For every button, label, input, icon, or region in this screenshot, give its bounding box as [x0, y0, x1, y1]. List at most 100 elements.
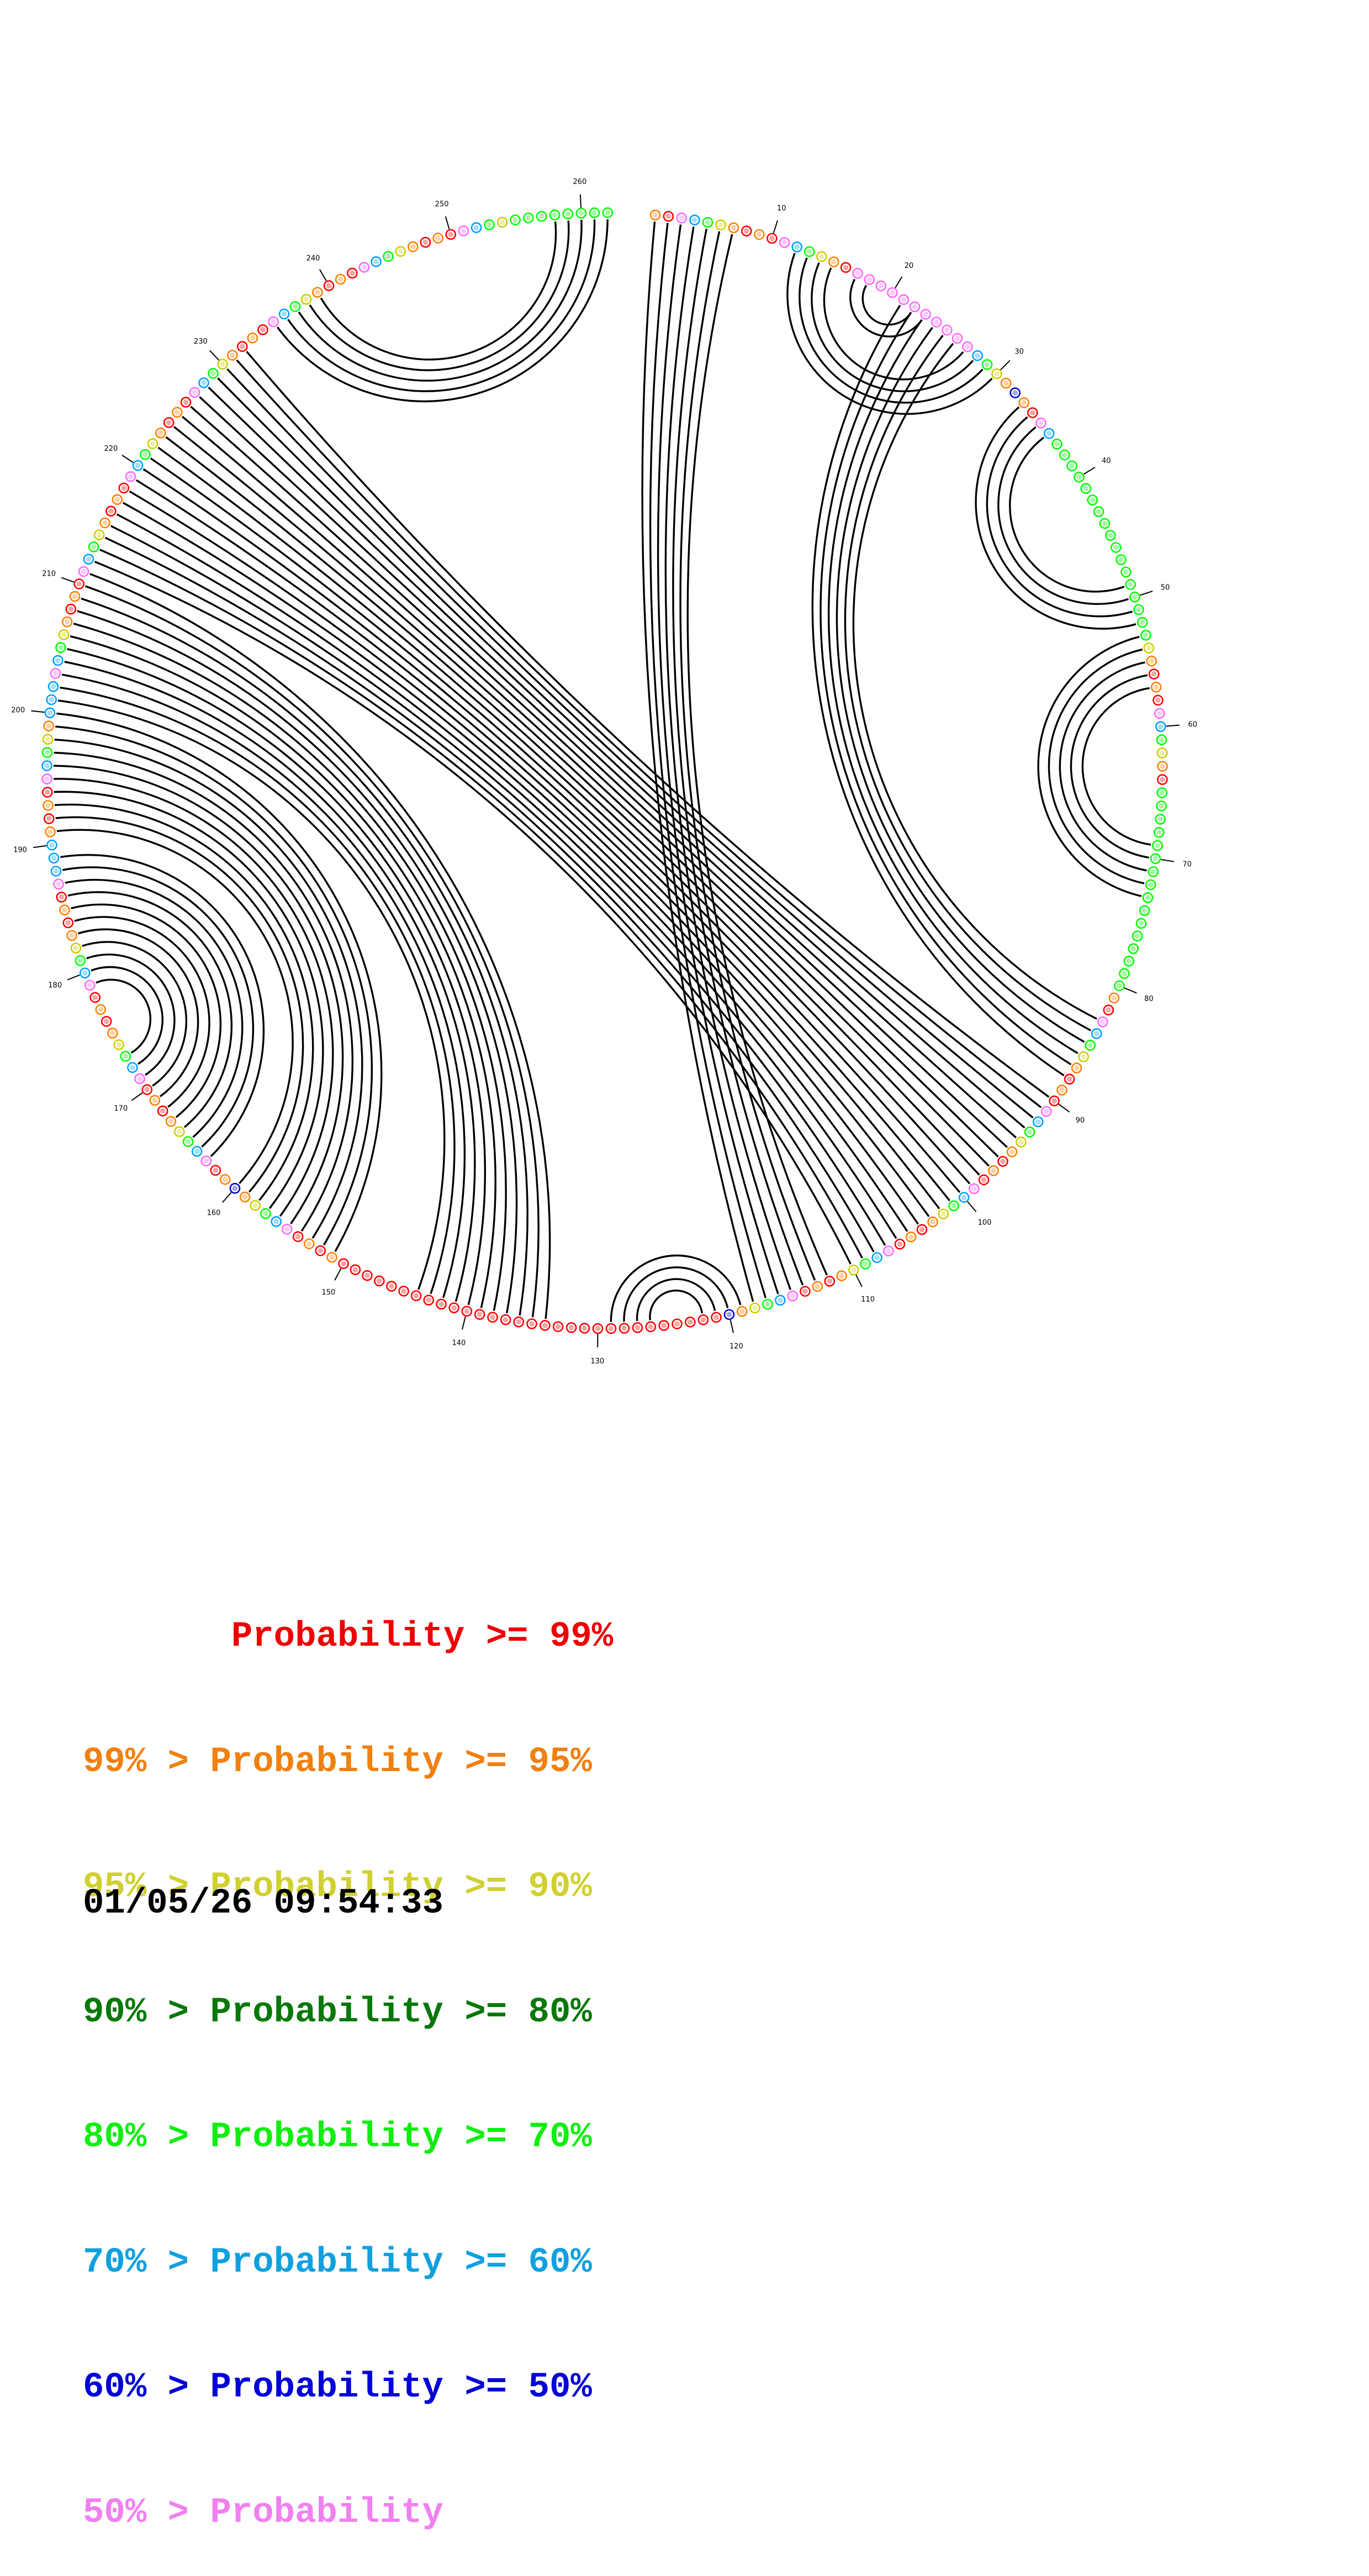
circular-structure-diagram: 1020304050607080901001101201301401501601…	[0, 0, 1369, 1381]
nucleotide-node-fill	[648, 1324, 653, 1330]
nucleotide-node-fill	[552, 212, 558, 218]
nucleotide-node-fill	[240, 344, 245, 349]
nucleotide-node-fill	[591, 210, 597, 215]
nucleotide-node-fill	[500, 219, 505, 225]
nucleotide-node-fill	[757, 232, 762, 238]
nucleotide-node-fill	[284, 1226, 290, 1232]
nucleotide-node-fill	[304, 297, 309, 302]
nucleotide-node-fill	[59, 894, 64, 900]
base-pair-arc	[658, 225, 778, 1294]
nucleotide-node-fill	[1136, 607, 1141, 613]
nucleotide-node-fill	[76, 581, 82, 587]
nucleotide-node-fill	[503, 1317, 509, 1323]
tick-mark	[856, 1275, 862, 1287]
nucleotide-node-fill	[65, 619, 70, 625]
probability-legend: Probability >= 99% 99% > Probability >= …	[83, 1533, 613, 2576]
nucleotide-node-fill	[731, 225, 736, 230]
nucleotide-node-fill	[46, 816, 52, 821]
nucleotide-node-fill	[166, 420, 172, 425]
tick-label: 230	[194, 338, 208, 346]
nucleotide-node-fill	[688, 1319, 693, 1325]
nucleotide-node-fill	[1149, 659, 1154, 664]
nucleotide-node-fill	[435, 235, 441, 241]
nucleotide-node-fill	[635, 1325, 640, 1330]
nucleotide-node-fill	[994, 371, 1000, 377]
nucleotide-node-fill	[82, 970, 88, 976]
tick-mark	[31, 711, 45, 713]
nucleotide-node-fill	[1160, 763, 1165, 769]
nucleotide-node-fill	[1128, 582, 1133, 587]
legend-row-95: 99% > Probability >= 95%	[83, 1742, 613, 1784]
nucleotide-node-fill	[955, 336, 960, 341]
tick-mark	[1001, 360, 1010, 370]
nucleotide-node-fill	[726, 1312, 732, 1318]
nucleotide-node-fill	[152, 1098, 157, 1103]
nucleotide-node-fill	[273, 1219, 279, 1224]
nucleotide-node-fill	[414, 1293, 419, 1299]
nucleotide-node-fill	[739, 1309, 745, 1314]
tick-label: 50	[1161, 584, 1170, 592]
nucleotide-node-fill	[44, 776, 50, 782]
nucleotide-node-fill	[1083, 486, 1088, 491]
nucleotide-node-fill	[389, 1283, 394, 1289]
nucleotide-node-fill	[45, 736, 51, 742]
nucleotide-node-fill	[991, 1168, 996, 1173]
nucleotide-node-fill	[123, 1053, 128, 1059]
nucleotide-node-fill	[175, 409, 180, 415]
nucleotide-node-fill	[130, 1065, 135, 1070]
base-pair-arcs	[54, 219, 1151, 1322]
nucleotide-node-fill	[292, 304, 298, 309]
nucleotide-node-fill	[516, 1319, 521, 1325]
nucleotide-node-fill	[252, 1203, 258, 1208]
nucleotide-node-fill	[329, 1255, 335, 1260]
base-pair-arc	[611, 1256, 741, 1322]
nucleotide-node-fill	[52, 671, 58, 676]
nucleotide-node-fill	[1126, 958, 1132, 964]
nucleotide-node-fill	[1054, 441, 1060, 447]
tick-mark	[1166, 725, 1180, 726]
nucleotide-node-fill	[874, 1255, 880, 1261]
nucleotide-node-fill	[1156, 830, 1162, 835]
nucleotide-node-fill	[1143, 633, 1149, 638]
nucleotide-node-fill	[318, 1248, 323, 1253]
nucleotide-node-fill	[923, 312, 928, 317]
tick-mark	[223, 1193, 231, 1203]
tick-mark	[335, 1268, 341, 1280]
nucleotide-node-fill	[1106, 1007, 1111, 1013]
base-pair-arc	[288, 219, 595, 391]
tick-mark	[33, 846, 46, 847]
nucleotide-node-fill	[526, 215, 531, 221]
nucleotide-node-fill	[542, 1323, 548, 1328]
nucleotide-node-fill	[1000, 1158, 1006, 1164]
nucleotide-node-fill	[1146, 645, 1151, 651]
legend-row-below-50: 50% > Probability	[83, 2493, 613, 2535]
nucleotide-node-fill	[114, 497, 120, 502]
nucleotide-node-fill	[1051, 1098, 1057, 1104]
nucleotide-node-fill	[242, 1194, 248, 1200]
nucleotide-node-fill	[422, 240, 428, 245]
nucleotide-node-fill	[595, 1326, 601, 1331]
nucleotide-node-fill	[1111, 995, 1117, 1001]
nucleotide-node-fill	[104, 1019, 109, 1024]
nucleotide-node-fill	[44, 763, 50, 768]
nucleotide-node-fill	[77, 958, 83, 963]
tick-label: 150	[321, 1289, 335, 1297]
nucleotide-node-fill	[1087, 1042, 1093, 1048]
tick-label: 20	[905, 262, 914, 270]
nucleotide-node-fill	[220, 361, 225, 367]
nucleotide-node-fill	[1113, 545, 1119, 550]
base-pair-arc	[650, 1290, 702, 1320]
nucleotide-node-fill	[73, 945, 78, 951]
nucleotide-node-fill	[578, 210, 584, 216]
nucleotide-node-fill	[985, 362, 990, 367]
nucleotide-node-fill	[1153, 856, 1158, 861]
nucleotide-node-fill	[86, 556, 91, 562]
nucleotide-node-fill	[87, 983, 93, 988]
nucleotide-node-fill	[150, 441, 156, 446]
nucleotide-node-fill	[45, 803, 51, 808]
nucleotide-node-fill	[815, 1284, 820, 1289]
base-pair-arc	[123, 503, 907, 1231]
tick-label: 160	[207, 1209, 221, 1218]
nucleotide-node-fill	[718, 222, 723, 228]
base-pair-arc	[62, 867, 253, 1147]
